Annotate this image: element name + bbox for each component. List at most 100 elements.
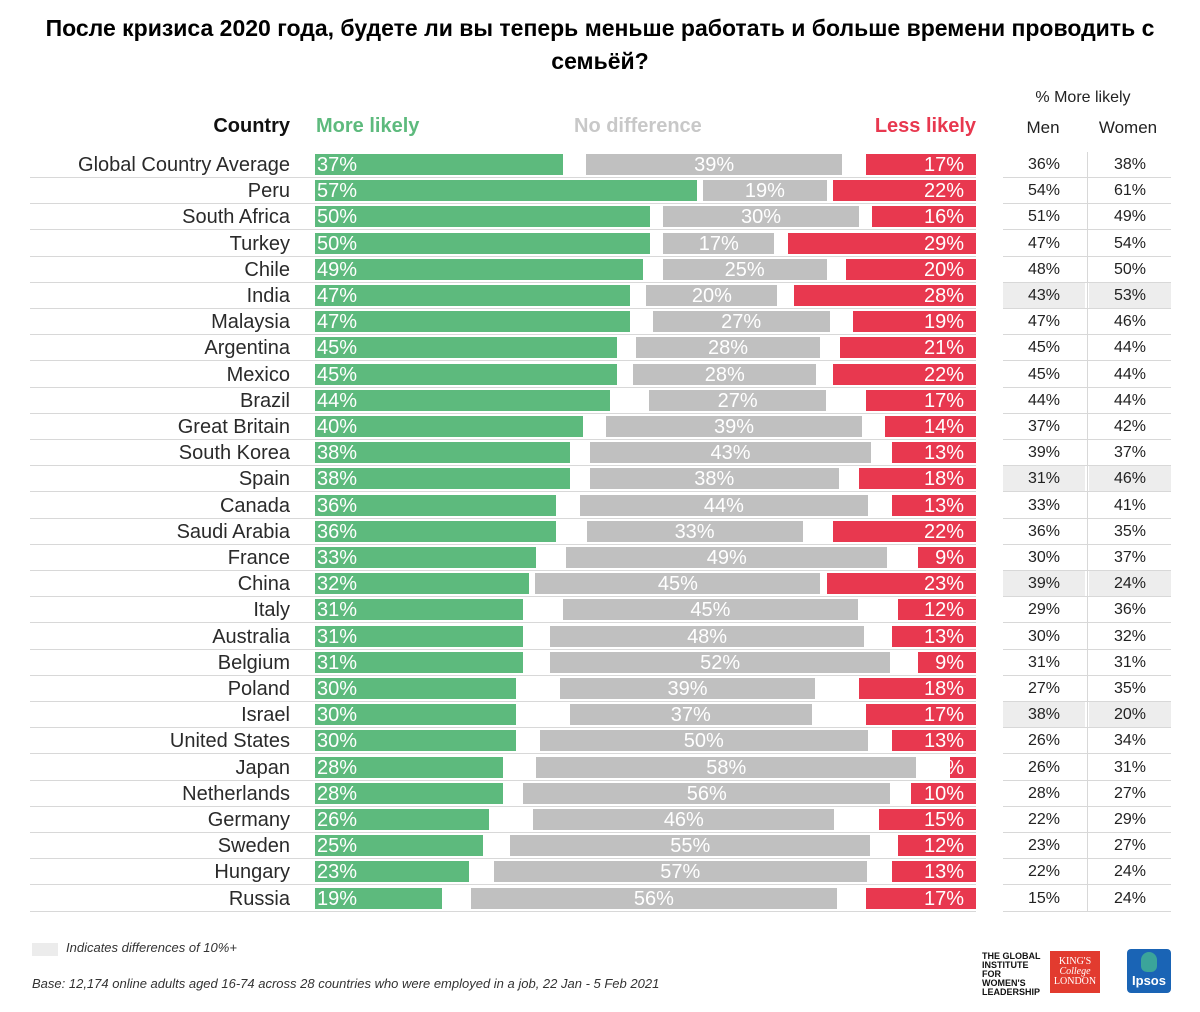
table-row: United States 30% 13% 50% 26% 34% [0, 728, 1200, 755]
bar-less-likely-label: 13% [923, 861, 964, 883]
row-separator [30, 832, 976, 833]
bar-less-likely-label: 18% [923, 468, 964, 490]
bar-no-difference-label: 33% [674, 520, 715, 542]
bar-no-difference: 25% [662, 258, 827, 280]
men-value: 47% [1027, 234, 1061, 252]
row-separator [30, 622, 976, 624]
bar-no-difference: 49% [566, 547, 888, 568]
bar-no-difference-label: 45% [690, 599, 731, 621]
table-row: Russia 19% 17% 56% 15% 24% [0, 886, 1200, 912]
row-separator [30, 439, 976, 440]
bar-no-difference-label: 57% [660, 861, 701, 883]
bar-no-difference-label: 39% [713, 416, 754, 437]
men-value: 27% [1027, 680, 1061, 697]
men-value: 30% [1027, 549, 1061, 566]
row-separator [30, 701, 976, 702]
bar-less-likely-label: 14% [923, 416, 964, 437]
bar-less-likely: 19% [852, 311, 976, 333]
bar-no-difference: 30% [662, 206, 860, 228]
bar-no-difference: 28% [633, 363, 817, 385]
row-separator [30, 884, 976, 886]
bar-less-likely: 18% [859, 468, 976, 490]
women-value: 24% [1089, 571, 1171, 597]
table-row: Peru 57% 22% 19% 54% 61% [0, 178, 1200, 205]
bar-no-difference-label: 27% [717, 389, 758, 411]
bar-more-likely-label: 31% [317, 599, 358, 621]
bar-less-likely: 12% [898, 835, 976, 857]
bar-no-difference-label: 43% [710, 442, 751, 464]
row-separator [30, 491, 976, 493]
women-value: 36% [1113, 601, 1147, 619]
bar-no-difference: 43% [589, 442, 872, 464]
bar-more-likely: 31% [315, 651, 523, 673]
table-row: India 47% 28% 20% 43% 53% [0, 283, 1200, 309]
bar-more-likely-label: 32% [317, 573, 358, 595]
bar-less-likely: 23% [826, 573, 976, 595]
bar-more-likely-label: 31% [317, 625, 358, 647]
bar-less-likely: 14% [885, 416, 976, 437]
table-row: Germany 26% 15% 46% 22% 29% [0, 807, 1200, 833]
table-row: South Africa 50% 16% 30% 51% 49% [0, 204, 1200, 231]
women-value: 46% [1089, 466, 1171, 492]
bar-more-likely-label: 25% [317, 835, 358, 857]
women-value: 37% [1113, 549, 1147, 566]
men-value: 37% [1027, 418, 1061, 435]
bar-no-difference-label: 58% [706, 756, 747, 778]
bar-less-likely-label: 17% [923, 389, 964, 411]
bar-less-likely: 28% [794, 285, 976, 306]
bar-no-difference: 50% [540, 730, 868, 752]
men-value: 31% [1027, 653, 1061, 671]
bar-more-likely-label: 45% [317, 337, 358, 359]
men-value: 44% [1027, 391, 1061, 409]
ipsos-mark-icon [1141, 952, 1157, 972]
table-divider [1087, 152, 1088, 912]
country-label: Poland [227, 678, 290, 700]
country-label: South Korea [178, 442, 290, 465]
women-value: 29% [1113, 811, 1147, 828]
bar-more-likely-label: 50% [317, 206, 358, 228]
bar-less-likely-label: 10% [923, 782, 964, 804]
bar-less-likely: 22% [833, 520, 976, 542]
bar-less-likely-label: 13% [923, 625, 964, 647]
bar-more-likely: 45% [315, 363, 617, 385]
bar-no-difference-label: 56% [633, 887, 674, 909]
bar-no-difference: 19% [702, 180, 827, 202]
table-row: Chile 49% 20% 25% 48% 50% [0, 257, 1200, 283]
bar-less-likely: 9% [917, 547, 976, 568]
bar-more-likely: 50% [315, 232, 650, 254]
bar-less-likely: 4% [950, 756, 976, 778]
bar-more-likely-label: 30% [317, 730, 358, 752]
women-value: 44% [1113, 339, 1147, 357]
table-row: Argentina 45% 21% 28% 45% 44% [0, 335, 1200, 362]
bar-more-likely-label: 47% [317, 311, 358, 333]
men-value: 22% [1027, 863, 1061, 881]
table-row: Global Country Average 37% 17% 39% 36% 38% [0, 152, 1200, 178]
chart-title: После кризиса 2020 года, будете ли вы те… [45, 15, 1155, 74]
men-value: 39% [1003, 571, 1085, 597]
women-value: 20% [1089, 702, 1171, 728]
country-label: South Africa [182, 206, 290, 229]
women-value: 46% [1113, 313, 1147, 331]
bar-more-likely-label: 28% [317, 756, 358, 778]
row-separator [30, 805, 976, 807]
bar-more-likely: 45% [315, 337, 617, 359]
country-label: India [246, 285, 290, 307]
bar-no-difference-label: 50% [683, 730, 724, 752]
bar-more-likely: 40% [315, 416, 583, 437]
row-separator [30, 570, 976, 571]
bar-no-difference-label: 39% [667, 678, 708, 699]
ipsos-logo-text: Ipsos [1132, 973, 1166, 988]
row-separator [30, 334, 976, 336]
bar-no-difference-label: 27% [721, 311, 762, 333]
bar-more-likely-label: 30% [317, 678, 358, 699]
bar-less-likely: 13% [891, 861, 976, 883]
country-label: Russia [228, 887, 290, 910]
bar-no-difference: 27% [652, 311, 830, 333]
bar-less-likely: 17% [865, 389, 976, 411]
bar-less-likely-label: 28% [923, 285, 964, 306]
country-label: France [227, 547, 290, 569]
table-row: Poland 30% 18% 39% 27% 35% [0, 676, 1200, 702]
row-separator [30, 779, 976, 781]
bar-less-likely-label: 4% [950, 757, 964, 778]
women-value: 38% [1113, 156, 1147, 173]
